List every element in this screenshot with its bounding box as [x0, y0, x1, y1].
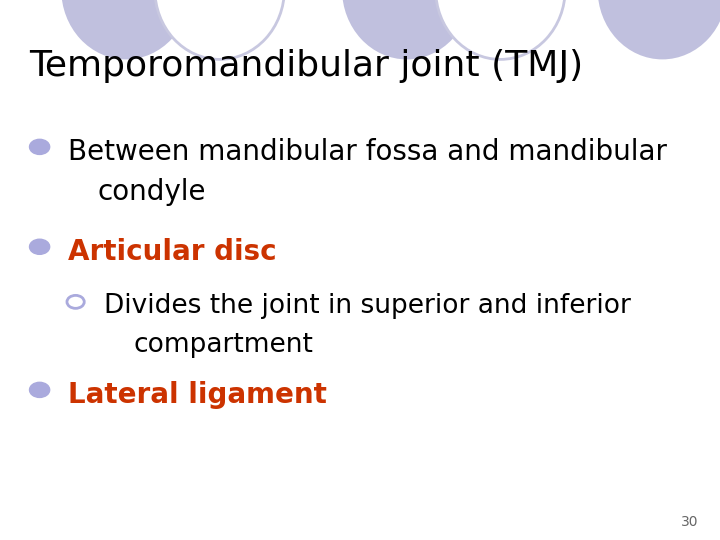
Text: 30: 30	[681, 515, 698, 529]
Circle shape	[30, 239, 50, 254]
Circle shape	[30, 382, 50, 397]
Text: compartment: compartment	[133, 332, 313, 358]
Text: Divides the joint in superior and inferior: Divides the joint in superior and inferi…	[104, 293, 631, 319]
Text: Articular disc: Articular disc	[68, 238, 277, 266]
Ellipse shape	[436, 0, 565, 59]
Text: Lateral ligament: Lateral ligament	[68, 381, 328, 409]
Ellipse shape	[342, 0, 472, 59]
Text: Temporomandibular joint (TMJ): Temporomandibular joint (TMJ)	[29, 49, 583, 83]
Ellipse shape	[61, 0, 191, 59]
Ellipse shape	[155, 0, 284, 59]
Circle shape	[30, 139, 50, 154]
Ellipse shape	[598, 0, 720, 59]
Text: Between mandibular fossa and mandibular: Between mandibular fossa and mandibular	[68, 138, 667, 166]
Text: condyle: condyle	[97, 178, 206, 206]
